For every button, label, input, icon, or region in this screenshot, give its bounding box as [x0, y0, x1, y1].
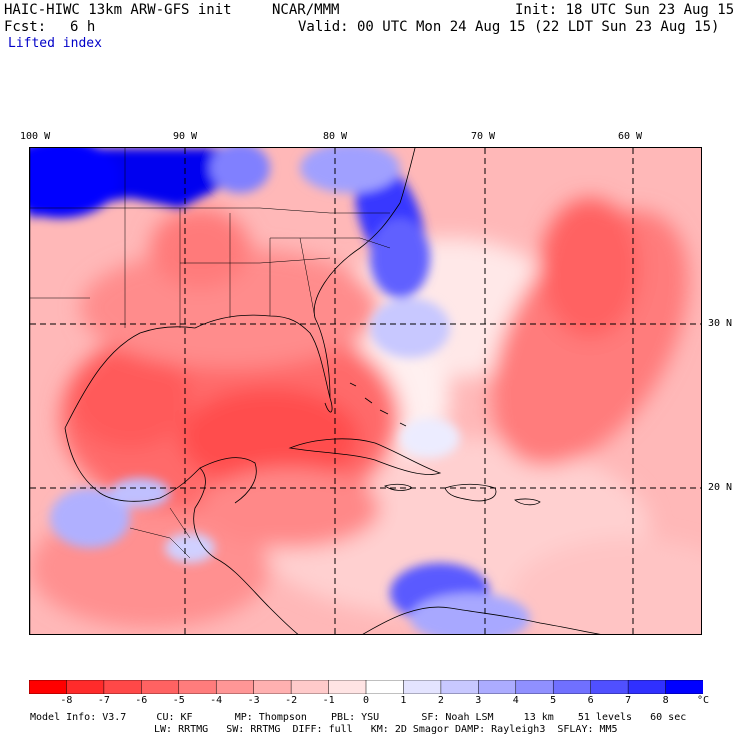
colorbar-swatch — [290, 680, 330, 694]
model-info-line-2: LW: RRTMG SW: RRTMG DIFF: full KM: 2D Sm… — [154, 724, 618, 735]
colorbar-swatch — [178, 680, 217, 694]
org-label: NCAR/MMM — [272, 2, 340, 18]
colorbar-tick-label: -2 — [285, 695, 298, 706]
colorbar-tick-label: -1 — [322, 695, 335, 706]
colorbar-swatch — [103, 680, 143, 694]
lat-label-20n: 20 N — [708, 482, 733, 493]
lon-label-60w: 60 W — [618, 131, 643, 142]
colorbar-swatch — [515, 680, 554, 694]
colorbar-swatch — [215, 680, 255, 694]
colorbar-tick-label: -8 — [60, 695, 73, 706]
colorbar-tick-label: -6 — [135, 695, 148, 706]
colorbar-unit: °C — [696, 695, 710, 706]
colorbar-tick-label: -4 — [210, 695, 223, 706]
colorbar-tick-label: -3 — [247, 695, 260, 706]
colorbar-tick-label: 0 — [362, 695, 370, 706]
model-title: HAIC-HIWC 13km ARW-GFS init — [4, 2, 232, 18]
lon-label-70w: 70 W — [471, 131, 496, 142]
south-america-coast-line — [362, 606, 601, 634]
colorbar-tick-label: 2 — [437, 695, 444, 706]
colorbar-tick-label: 4 — [512, 695, 519, 706]
colorbar-swatch — [590, 680, 629, 694]
puerto-rico-outline — [514, 498, 541, 506]
bahamas-outline — [349, 382, 407, 427]
colorbar-tick-label: 5 — [550, 695, 557, 706]
lon-label-80w: 80 W — [323, 131, 348, 142]
forecast-hour: 6 h — [70, 19, 96, 35]
colorbar — [29, 680, 703, 694]
colorbar-swatch — [141, 680, 180, 694]
lon-label-100w: 100 W — [20, 131, 51, 142]
latlon-grid — [30, 148, 701, 634]
colorbar-tick-label: 6 — [587, 695, 594, 706]
lon-label-90w: 90 W — [173, 131, 198, 142]
colorbar-swatch — [365, 680, 405, 694]
colorbar-tick-label: -5 — [172, 695, 185, 706]
forecast-label: Fcst: — [4, 19, 47, 35]
colorbar-swatch — [552, 680, 592, 694]
cuba-outline — [288, 438, 442, 475]
colorbar-swatch — [478, 680, 517, 694]
init-time: Init: 18 UTC Sun 23 Aug 15 — [515, 2, 735, 18]
colorbar-swatch — [29, 680, 68, 694]
stable-areas — [30, 148, 530, 634]
colorbar-swatch — [403, 680, 442, 694]
valid-time: Valid: 00 UTC Mon 24 Aug 15 (22 LDT Sun … — [298, 19, 720, 35]
colorbar-tick-label: -7 — [97, 695, 110, 706]
colorbar-tick-label: 1 — [400, 695, 407, 706]
hispaniola-outline — [444, 483, 497, 502]
colorbar-tick-label: 8 — [662, 695, 669, 706]
state-borders — [30, 148, 391, 634]
atlantic-coast-line — [313, 148, 416, 399]
colorbar-swatch — [440, 680, 480, 694]
coastlines — [64, 148, 601, 634]
yucatan-line — [199, 457, 257, 504]
mexico-coast-line — [64, 427, 299, 634]
colorbar-swatch — [253, 680, 292, 694]
colorbar-tick-label: 7 — [625, 695, 632, 706]
colorbar-tick-label: 3 — [475, 695, 482, 706]
model-info-line-1: Model Info: V3.7 CU: KF MP: Thompson PBL… — [30, 712, 687, 723]
lat-label-30n: 30 N — [708, 318, 733, 329]
colorbar-swatch — [328, 680, 367, 694]
field-name: Lifted index — [8, 36, 102, 51]
lifted-index-map — [29, 147, 702, 635]
colorbar-swatch — [665, 680, 703, 694]
colorbar-swatch — [627, 680, 667, 694]
colorbar-swatch — [66, 680, 105, 694]
